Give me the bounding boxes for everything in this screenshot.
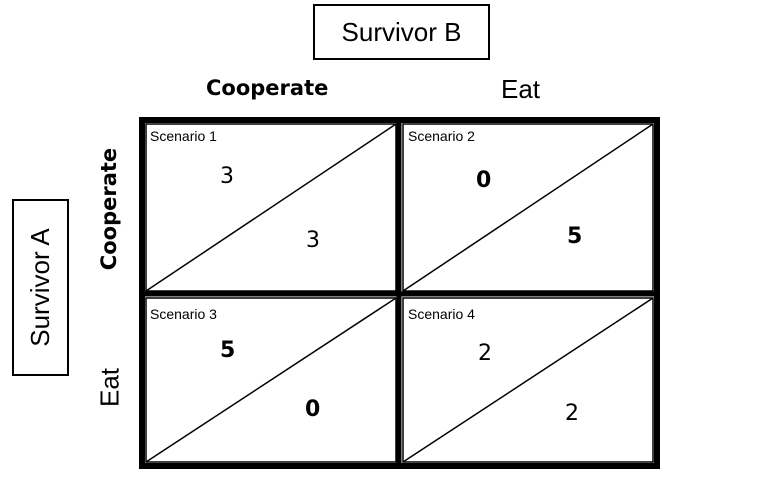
scenario-1-payoff-b: 3 [306,228,320,253]
cell-4-border [402,297,654,463]
player-b-label: Survivor B [313,4,490,60]
scenario-4-label: Scenario 4 [408,306,475,322]
cell-3-border [145,297,397,463]
scenario-1-payoff-a: 3 [220,164,234,189]
scenario-4-payoff-b: 2 [565,401,579,426]
cell-3-diagonal [145,297,397,463]
scenario-1-label: Scenario 1 [150,128,217,144]
cell-2-diagonal [402,123,654,292]
scenario-2-payoff-a: 0 [476,168,491,193]
scenario-2-payoff-b: 5 [567,224,582,249]
column-strategy-eat: Eat [501,74,541,104]
player-a-label: Survivor A [12,199,69,376]
cell-2-border [402,123,654,292]
cell-4-diagonal [402,297,654,463]
scenario-2-label: Scenario 2 [408,128,475,144]
cell-1-diagonal [145,123,397,292]
scenario-4-payoff-a: 2 [478,341,492,366]
column-strategy-cooperate: Cooperate [206,76,329,100]
cell-1-border [145,123,397,292]
player-b-name: Survivor B [341,16,462,47]
scenario-3-payoff-a: 5 [220,338,235,363]
scenario-3-payoff-b: 0 [305,397,320,422]
scenario-3-label: Scenario 3 [150,306,217,322]
